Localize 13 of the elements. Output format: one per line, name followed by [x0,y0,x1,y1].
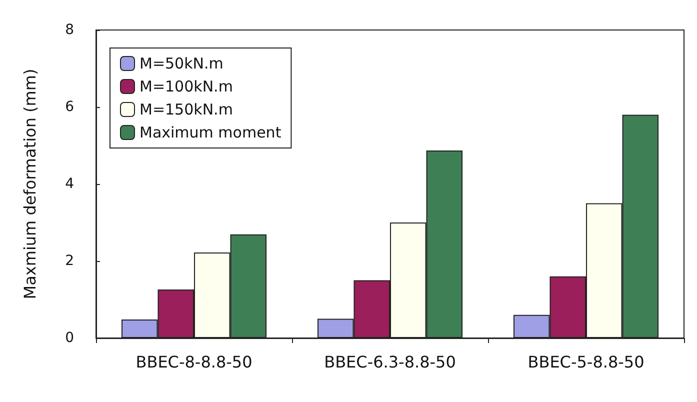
legend-label: M=50kN.m [140,54,224,72]
legend-label: Maximum moment [140,124,282,142]
y-tick-label: 8 [65,22,74,38]
y-tick-label: 4 [65,176,74,192]
y-tick-label: 0 [65,330,74,346]
x-tick-label: BBEC-5-8.8-50 [528,352,644,372]
x-tick-label: BBEC-6.3-8.8-50 [324,352,456,372]
x-tick-label: BBEC-8-8.8-50 [136,352,252,372]
y-axis-title: Maxmium deformation (mm) [20,68,40,300]
legend-label: M=100kN.m [140,78,233,96]
y-tick-label: 2 [65,253,74,269]
legend-label: M=150kN.m [140,100,233,118]
y-tick-label: 6 [65,99,74,115]
